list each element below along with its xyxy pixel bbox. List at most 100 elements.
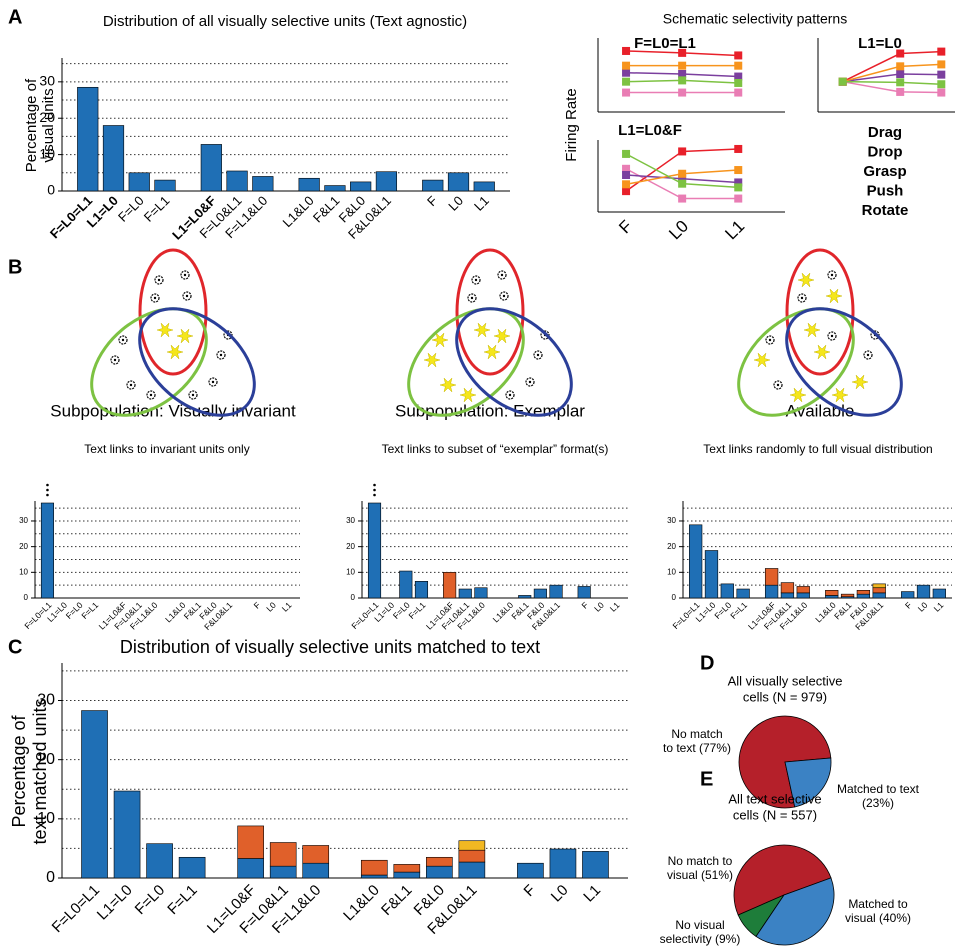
bar-segment: [458, 588, 472, 599]
venn-circle: [785, 307, 903, 417]
x-tick-label: F: [579, 600, 590, 611]
bar-segment: [518, 595, 532, 599]
y-tick-label: 10: [19, 567, 28, 576]
neuron-icon: [831, 387, 849, 403]
neuron-icon: [183, 273, 187, 277]
slice-label: to text (77%): [663, 741, 731, 755]
bar-segment: [533, 588, 547, 599]
bar-segment: [720, 583, 734, 599]
subplot-title: F=L0=L1: [634, 35, 696, 52]
x-tick-label: L1: [580, 882, 604, 906]
neuron-icon: [153, 296, 157, 300]
x-tick-label: L1: [280, 600, 294, 614]
neuron-icon: [803, 322, 821, 338]
chart-title: Text links randomly to full visual distr…: [703, 442, 932, 456]
neuron-icon: [797, 272, 815, 288]
venn-circle: [138, 248, 208, 376]
point: [622, 180, 631, 189]
neuron-icon: [191, 393, 195, 397]
neuron-icon: [851, 374, 869, 390]
point: [896, 78, 905, 87]
neuron-icon: [149, 393, 153, 397]
bar-segment: [269, 842, 297, 867]
bar-segment: [736, 588, 750, 599]
point: [678, 76, 687, 85]
bar-segment: [856, 593, 871, 599]
y-tick-label: 30: [19, 516, 28, 525]
y-tick-label: 10: [667, 567, 676, 576]
y-tick-label: 10: [37, 810, 55, 827]
point: [734, 72, 743, 81]
bar: [77, 86, 99, 192]
x-tick-label: L1&L0: [340, 882, 383, 925]
bar-segment: [178, 856, 206, 879]
x-tick-label: F=L1: [141, 193, 173, 225]
bar-segment: [704, 550, 719, 599]
bar-segment: [582, 851, 609, 879]
legend-entry: Rotate: [862, 202, 909, 219]
chart-title: Text links to subset of “exemplar” forma…: [382, 442, 609, 456]
point: [678, 179, 687, 188]
x-tick-label: F=L1: [407, 600, 428, 621]
bar-segment: [426, 856, 453, 867]
point: [622, 149, 631, 158]
bar-segment: [872, 583, 886, 589]
pie-slice: [733, 844, 832, 916]
venn-circle: [455, 307, 573, 417]
y-tick-label: 0: [672, 593, 677, 602]
neuron-icon: [121, 338, 125, 342]
neuron-icon: [830, 273, 834, 277]
neuron-icon: [800, 296, 804, 300]
chart-title: cells (N = 557): [733, 807, 817, 822]
x-tick-label: F=L1: [728, 600, 749, 621]
x-tick-label: F=L1: [164, 882, 200, 918]
panel-letter: A: [8, 6, 22, 28]
bar: [473, 181, 495, 192]
neuron-icon: [789, 387, 807, 403]
bar-segment: [474, 587, 488, 599]
x-tick-label: F=L0=L1: [49, 882, 103, 936]
axis-break-dot: [46, 483, 49, 487]
point: [734, 78, 743, 87]
x-tick-label: F=L1: [79, 600, 100, 621]
venn-circle: [138, 307, 256, 417]
x-tick-label: L1: [932, 600, 946, 614]
point: [937, 47, 946, 56]
bar: [324, 185, 346, 192]
panel-letter: D: [700, 652, 714, 674]
legend-entry: Drag: [868, 124, 902, 141]
neuron-icon: [500, 273, 504, 277]
bar-segment: [689, 524, 703, 599]
panel-letter: B: [8, 256, 22, 278]
neuron-icon: [439, 377, 457, 393]
bar-segment: [393, 871, 421, 879]
axis-break-dot: [46, 488, 49, 492]
point: [734, 178, 743, 187]
bar: [154, 179, 176, 192]
bar-segment: [916, 584, 931, 599]
axis-break-dot: [373, 493, 376, 497]
neuron-icon: [830, 334, 834, 338]
neuron-icon: [176, 328, 194, 344]
neuron-icon: [473, 322, 491, 338]
y-tick-label: 0: [24, 593, 29, 602]
bar-segment: [764, 568, 779, 586]
chart-title: Text links to invariant units only: [84, 442, 249, 456]
neuron-icon: [113, 358, 117, 362]
axis-break-dot: [46, 493, 49, 497]
point: [896, 49, 905, 58]
neuron-icon: [129, 383, 133, 387]
bar-segment: [81, 710, 108, 879]
point: [937, 88, 946, 97]
bar-segment: [360, 874, 388, 879]
y-tick-label: 20: [346, 542, 355, 551]
bar-segment: [549, 848, 577, 879]
x-tick-label: F: [615, 217, 636, 238]
neuron-icon: [157, 278, 161, 282]
y-tick-label: 20: [19, 542, 28, 551]
neuron-icon: [493, 328, 511, 344]
bar: [422, 179, 444, 192]
point: [622, 46, 631, 55]
bar-segment: [825, 595, 839, 599]
